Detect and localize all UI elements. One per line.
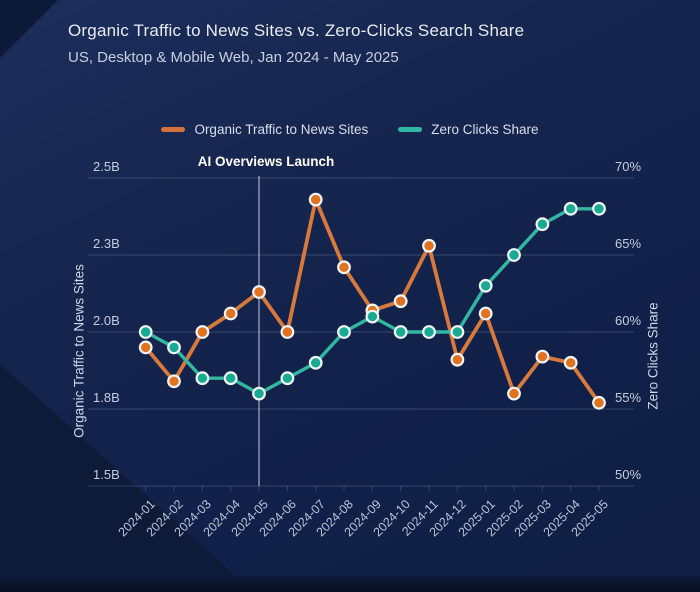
data-point[interactable]: [563, 355, 578, 370]
y-tick-label-right: 50%: [615, 467, 642, 482]
legend-swatch-teal: [398, 127, 423, 132]
data-point[interactable]: [393, 294, 408, 309]
legend-label: Organic Traffic to News Sites: [194, 122, 369, 137]
y-tick-label-right: 60%: [615, 313, 642, 328]
data-point[interactable]: [223, 371, 238, 386]
data-point[interactable]: [422, 325, 436, 339]
data-point[interactable]: [138, 325, 153, 339]
data-point[interactable]: [507, 386, 521, 401]
data-point[interactable]: [563, 201, 578, 216]
data-point[interactable]: [167, 374, 181, 389]
data-point[interactable]: [365, 309, 380, 324]
data-point[interactable]: [393, 325, 408, 339]
y-tick-label-left: 1.5B: [93, 467, 120, 482]
bottom-bar: [0, 576, 700, 592]
data-point[interactable]: [450, 325, 465, 339]
data-point[interactable]: [337, 325, 351, 339]
legend: Organic Traffic to News Sites Zero Click…: [0, 122, 700, 137]
data-point[interactable]: [195, 325, 210, 339]
data-point[interactable]: [422, 238, 436, 253]
data-point[interactable]: [592, 395, 606, 410]
data-point[interactable]: [535, 217, 550, 232]
legend-label: Zero Clicks Share: [431, 122, 539, 137]
data-point[interactable]: [252, 386, 266, 401]
y-tick-label-left: 2.3B: [93, 236, 120, 251]
chart-subtitle: US, Desktop & Mobile Web, Jan 2024 - May…: [68, 49, 399, 66]
data-point[interactable]: [280, 371, 295, 386]
data-point[interactable]: [507, 248, 521, 262]
y-tick-label-right: 70%: [615, 159, 642, 174]
data-point[interactable]: [195, 371, 210, 386]
data-point[interactable]: [478, 278, 493, 293]
data-point[interactable]: [308, 355, 323, 370]
data-point[interactable]: [167, 340, 181, 355]
y-tick-label-left: 1.8B: [93, 390, 120, 405]
series-line-organic-traffic: [143, 197, 601, 405]
y-tick-label-left: 2.5B: [93, 159, 120, 174]
y-tick-label-right: 65%: [615, 236, 642, 251]
annotation-label: AI Overviews Launch: [197, 154, 335, 169]
data-point[interactable]: [280, 325, 295, 339]
data-point[interactable]: [223, 306, 238, 321]
y-tick-label-left: 2.0B: [93, 313, 120, 328]
data-point[interactable]: [337, 260, 351, 275]
data-point[interactable]: [592, 201, 606, 216]
data-point[interactable]: [535, 349, 550, 364]
legend-swatch-orange: [161, 127, 186, 132]
legend-item-zero-clicks[interactable]: Zero Clicks Share: [398, 122, 539, 137]
series-line-zero-clicks: [143, 207, 601, 396]
data-point[interactable]: [252, 285, 266, 299]
y-tick-label-right: 55%: [615, 390, 642, 405]
data-point[interactable]: [450, 352, 465, 367]
legend-item-organic-traffic[interactable]: Organic Traffic to News Sites: [161, 122, 368, 137]
data-point[interactable]: [308, 192, 323, 207]
chart-title: Organic Traffic to News Sites vs. Zero-C…: [68, 21, 525, 40]
data-point[interactable]: [478, 306, 493, 321]
data-point[interactable]: [138, 340, 153, 355]
